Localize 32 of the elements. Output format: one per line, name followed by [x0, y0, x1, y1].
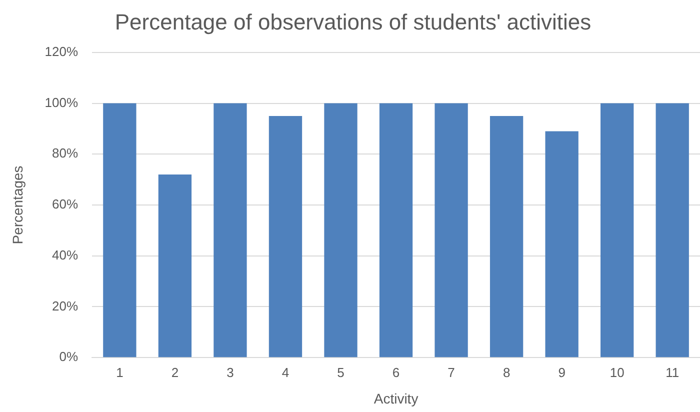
bar	[103, 103, 136, 358]
y-axis-title: Percentages	[9, 166, 26, 244]
bar	[656, 103, 689, 358]
bar	[268, 116, 302, 358]
bar	[379, 103, 413, 358]
y-tick-label: 100%	[44, 94, 78, 110]
x-tick-label: 10	[610, 364, 624, 380]
bar	[490, 116, 524, 358]
bar	[158, 174, 192, 358]
x-tick-label: 8	[502, 364, 510, 380]
x-tick-label: 9	[558, 364, 566, 380]
bar	[600, 103, 634, 358]
x-tick-label: 3	[226, 364, 234, 380]
bar	[545, 131, 578, 358]
x-tick-label: 11	[666, 364, 680, 380]
y-tick-label: 0%	[59, 349, 78, 364]
x-axis-title: Activity	[374, 390, 418, 406]
y-tick-label: 20%	[52, 298, 78, 314]
x-tick-label: 6	[392, 364, 400, 380]
x-tick-label: 2	[171, 364, 179, 380]
y-tick-label: 120%	[44, 44, 78, 59]
bar	[324, 103, 358, 358]
x-tick-label: 4	[282, 364, 290, 380]
x-tick-label: 5	[337, 364, 344, 380]
bar	[214, 103, 247, 358]
bar	[434, 103, 468, 358]
x-tick-label: 7	[448, 364, 455, 380]
chart-title: Percentage of observations of students' activities	[114, 9, 592, 34]
y-tick-label: 60%	[52, 196, 78, 212]
y-tick-label: 40%	[52, 247, 78, 262]
x-tick-label: 1	[116, 364, 124, 380]
y-tick-label: 80%	[52, 146, 78, 161]
